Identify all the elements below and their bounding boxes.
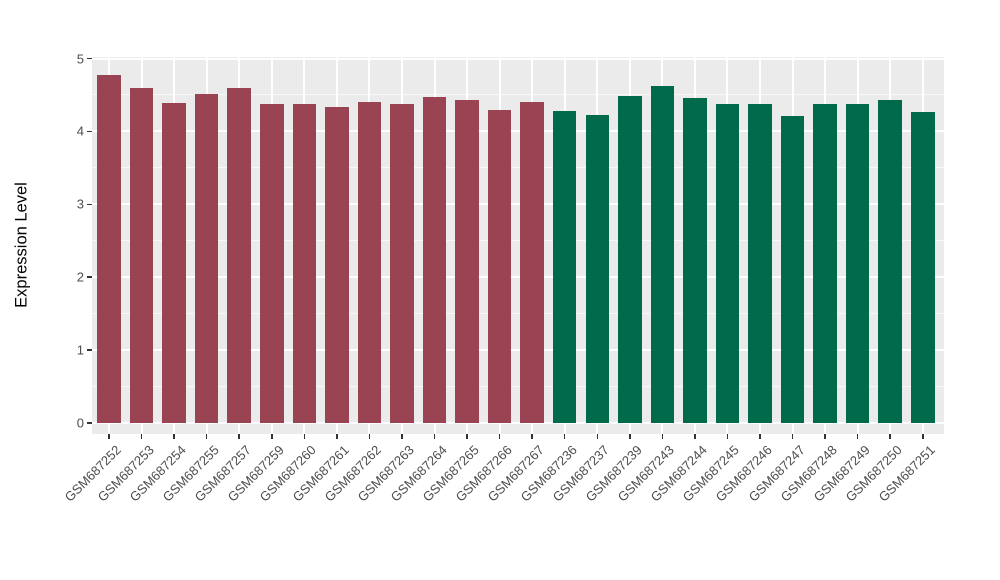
bar-GSM687262: [357, 102, 382, 423]
x-tick-mark: [238, 434, 240, 439]
x-tick-mark: [108, 434, 110, 439]
x-tick-mark: [531, 434, 533, 439]
x-tick-mark: [466, 434, 468, 439]
x-tick-mark: [303, 434, 306, 439]
y-tick-label: 4: [76, 123, 84, 139]
major-gridline: [92, 203, 944, 206]
x-tick-mark: [856, 434, 859, 439]
y-tick-label: 0: [76, 415, 84, 431]
x-tick-mark: [498, 434, 501, 439]
x-tick-mark: [922, 434, 924, 439]
bar-GSM687267: [520, 102, 544, 423]
bar-GSM687236: [552, 110, 577, 423]
x-tick-mark: [629, 434, 631, 439]
bar-GSM687244: [683, 97, 707, 423]
bar-GSM687253: [129, 87, 154, 423]
y-tick-mark: [87, 130, 92, 133]
x-tick-mark: [694, 434, 696, 439]
x-tick-mark: [661, 434, 664, 439]
bar-GSM687243: [650, 86, 675, 423]
bar-GSM687265: [455, 100, 479, 423]
bar-GSM687263: [390, 104, 414, 423]
bar-GSM687247: [780, 116, 805, 423]
x-tick-mark: [368, 434, 371, 439]
bar-GSM687255: [194, 94, 219, 423]
x-tick-mark: [726, 434, 729, 439]
major-gridline: [92, 276, 944, 279]
y-axis-title: Expression Level: [12, 182, 31, 308]
bar-GSM687261: [325, 106, 349, 423]
plot-panel: [92, 57, 944, 434]
x-tick-mark: [336, 434, 338, 439]
bar-GSM687252: [97, 74, 121, 423]
bar-GSM687249: [845, 104, 870, 423]
bar-GSM687254: [162, 102, 186, 423]
y-tick-label: 5: [76, 51, 84, 66]
x-tick-mark: [140, 434, 143, 439]
x-tick-mark: [596, 434, 598, 439]
x-tick-mark: [889, 434, 891, 439]
x-tick-mark: [824, 434, 826, 439]
bar-GSM687266: [487, 109, 512, 423]
bar-GSM687264: [422, 97, 447, 423]
y-tick-mark: [87, 276, 92, 278]
x-tick-mark: [401, 434, 403, 439]
bar-GSM687246: [748, 104, 772, 423]
minor-gridline: [92, 240, 944, 242]
x-tick-mark: [271, 434, 273, 439]
minor-gridline: [92, 167, 944, 169]
y-tick-label: 3: [76, 196, 84, 212]
y-tick-mark: [87, 203, 92, 206]
y-tick-label: 2: [76, 269, 84, 285]
x-tick-mark: [205, 434, 208, 439]
bar-GSM687245: [715, 104, 740, 423]
x-tick-mark: [173, 434, 175, 439]
bar-GSM687250: [878, 100, 902, 423]
bar-GSM687257: [227, 87, 251, 423]
bar-GSM687239: [618, 96, 642, 423]
x-tick-mark: [563, 434, 566, 439]
y-tick-mark: [87, 349, 92, 351]
y-tick-mark: [87, 57, 92, 60]
y-tick-label: 1: [76, 342, 84, 358]
bar-GSM687251: [911, 112, 935, 423]
major-gridline: [92, 130, 944, 133]
major-gridline: [92, 349, 944, 352]
bar-GSM687248: [813, 104, 837, 423]
x-tick-mark: [433, 434, 436, 439]
major-gridline: [92, 422, 944, 424]
x-tick-mark: [791, 434, 794, 439]
y-tick-mark: [87, 422, 92, 424]
major-gridline: [92, 57, 944, 60]
bar-GSM687259: [260, 104, 284, 423]
minor-gridline: [92, 313, 944, 315]
x-tick-mark: [759, 434, 761, 439]
minor-gridline: [92, 386, 944, 388]
bar-GSM687237: [585, 115, 609, 423]
bar-GSM687260: [292, 103, 317, 423]
minor-gridline: [92, 94, 944, 96]
